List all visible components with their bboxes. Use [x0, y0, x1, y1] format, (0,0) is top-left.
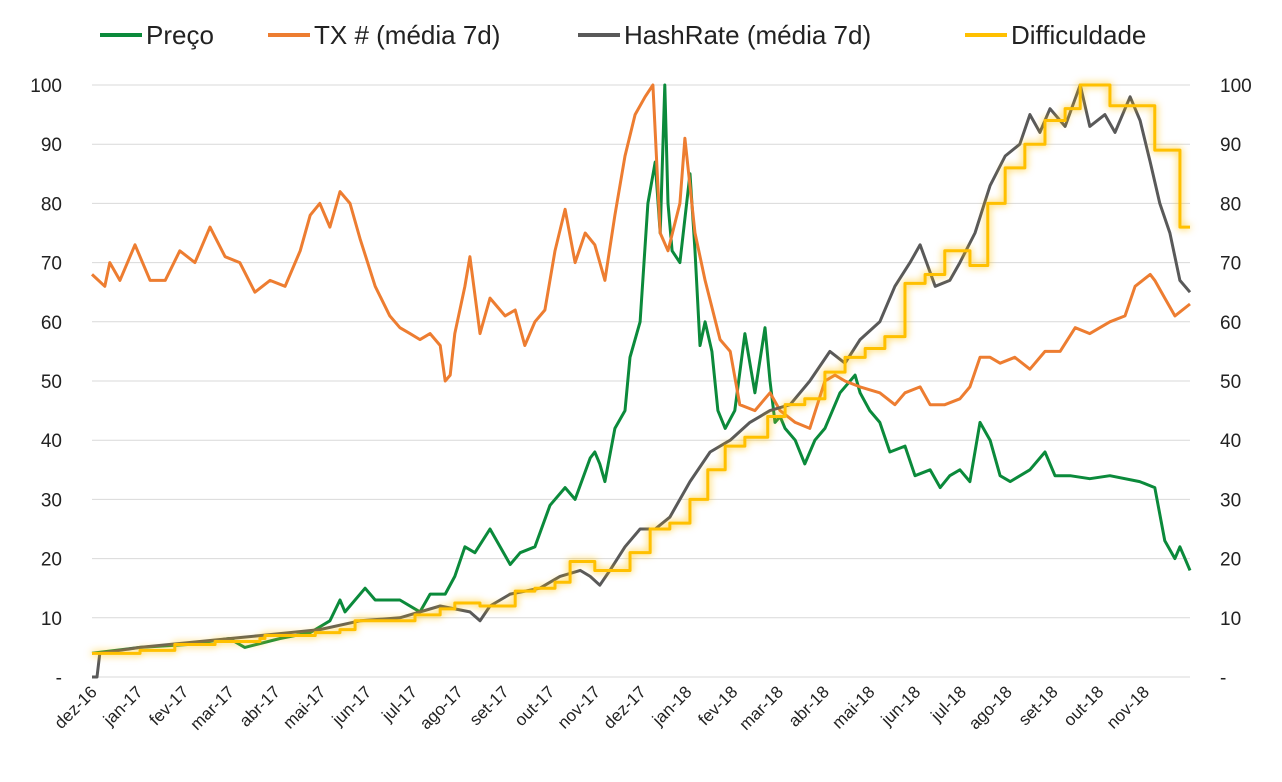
y-tick-label-right: 50 — [1220, 372, 1241, 393]
x-tick-label: jan-17 — [99, 682, 147, 730]
x-tick-label: abr-18 — [785, 682, 833, 730]
x-tick-label: set-17 — [466, 682, 513, 729]
y-tick-label-left: 40 — [41, 431, 62, 452]
y-tick-label-left: 90 — [41, 135, 62, 156]
series-line-price — [91, 83, 1192, 655]
y-tick-label-right: 80 — [1220, 194, 1241, 215]
x-tick-label: out-17 — [511, 682, 559, 730]
y-tick-label-right: 90 — [1220, 135, 1241, 156]
y-tick-label-left: 50 — [41, 372, 62, 393]
x-tick-label: jan-18 — [648, 682, 696, 730]
x-axis: dez-16jan-17fev-17mar-17abr-17mai-17jun-… — [51, 682, 1153, 734]
x-tick-label: set-18 — [1015, 682, 1062, 729]
x-tick-label: mai-18 — [828, 682, 878, 732]
gridlines — [92, 84, 1190, 678]
series-line-difficulty — [92, 83, 1190, 655]
x-tick-label: jun-17 — [328, 682, 376, 730]
x-tick-label: ago-17 — [416, 682, 467, 733]
x-tick-label: dez-16 — [51, 682, 101, 732]
legend: Preço TX # (média 7d) HashRate (média 7d) D… — [100, 20, 1146, 50]
y-tick-label-right: 30 — [1220, 490, 1241, 511]
x-tick-label: fev-18 — [694, 682, 741, 729]
y-tick-label-right: 60 — [1220, 313, 1241, 334]
y-tick-label-right: 100 — [1220, 76, 1252, 97]
y-tick-label-right: 10 — [1220, 609, 1241, 630]
y-tick-label-left: 10 — [41, 609, 62, 630]
y-axis-left: - 10 20 30 40 50 60 70 80 90 100 — [30, 76, 62, 689]
x-tick-label: abr-17 — [236, 682, 284, 730]
legend-label: Preço — [146, 20, 214, 50]
x-tick-label: jun-18 — [877, 682, 925, 730]
x-tick-label: dez-17 — [600, 682, 650, 732]
x-tick-label: nov-17 — [554, 682, 604, 732]
y-tick-label-right: - — [1220, 668, 1226, 689]
x-tick-label: fev-17 — [145, 682, 192, 729]
y-tick-label-left: 100 — [30, 76, 62, 97]
y-tick-label-left: 30 — [41, 490, 62, 511]
series-line-hashrate — [92, 83, 1192, 679]
x-tick-label: jul-18 — [927, 682, 971, 726]
legend-label: HashRate (média 7d) — [624, 20, 871, 50]
legend-label: TX # (média 7d) — [314, 20, 500, 50]
y-tick-label-left: 60 — [41, 313, 62, 334]
y-tick-label-left: 70 — [41, 254, 62, 275]
legend-label: Difficuldade — [1011, 20, 1146, 50]
x-tick-label: out-18 — [1060, 682, 1108, 730]
y-tick-label-left: - — [56, 668, 62, 689]
y-tick-label-right: 20 — [1220, 550, 1241, 571]
x-tick-label: mar-17 — [187, 682, 239, 734]
x-tick-label: mar-18 — [736, 682, 788, 734]
series-lines — [90, 83, 1192, 679]
x-tick-label: ago-18 — [965, 682, 1016, 733]
series-line-tx — [90, 83, 1191, 430]
x-tick-label: mai-17 — [279, 682, 329, 732]
x-tick-label: nov-18 — [1103, 682, 1153, 732]
x-tick-label: jul-17 — [378, 682, 422, 726]
y-tick-label-left: 20 — [41, 550, 62, 571]
y-tick-label-right: 70 — [1220, 254, 1241, 275]
y-tick-label-left: 80 — [41, 194, 62, 215]
y-axis-right: - 10 20 30 40 50 60 70 80 90 100 — [1220, 76, 1252, 689]
y-tick-label-right: 40 — [1220, 431, 1241, 452]
